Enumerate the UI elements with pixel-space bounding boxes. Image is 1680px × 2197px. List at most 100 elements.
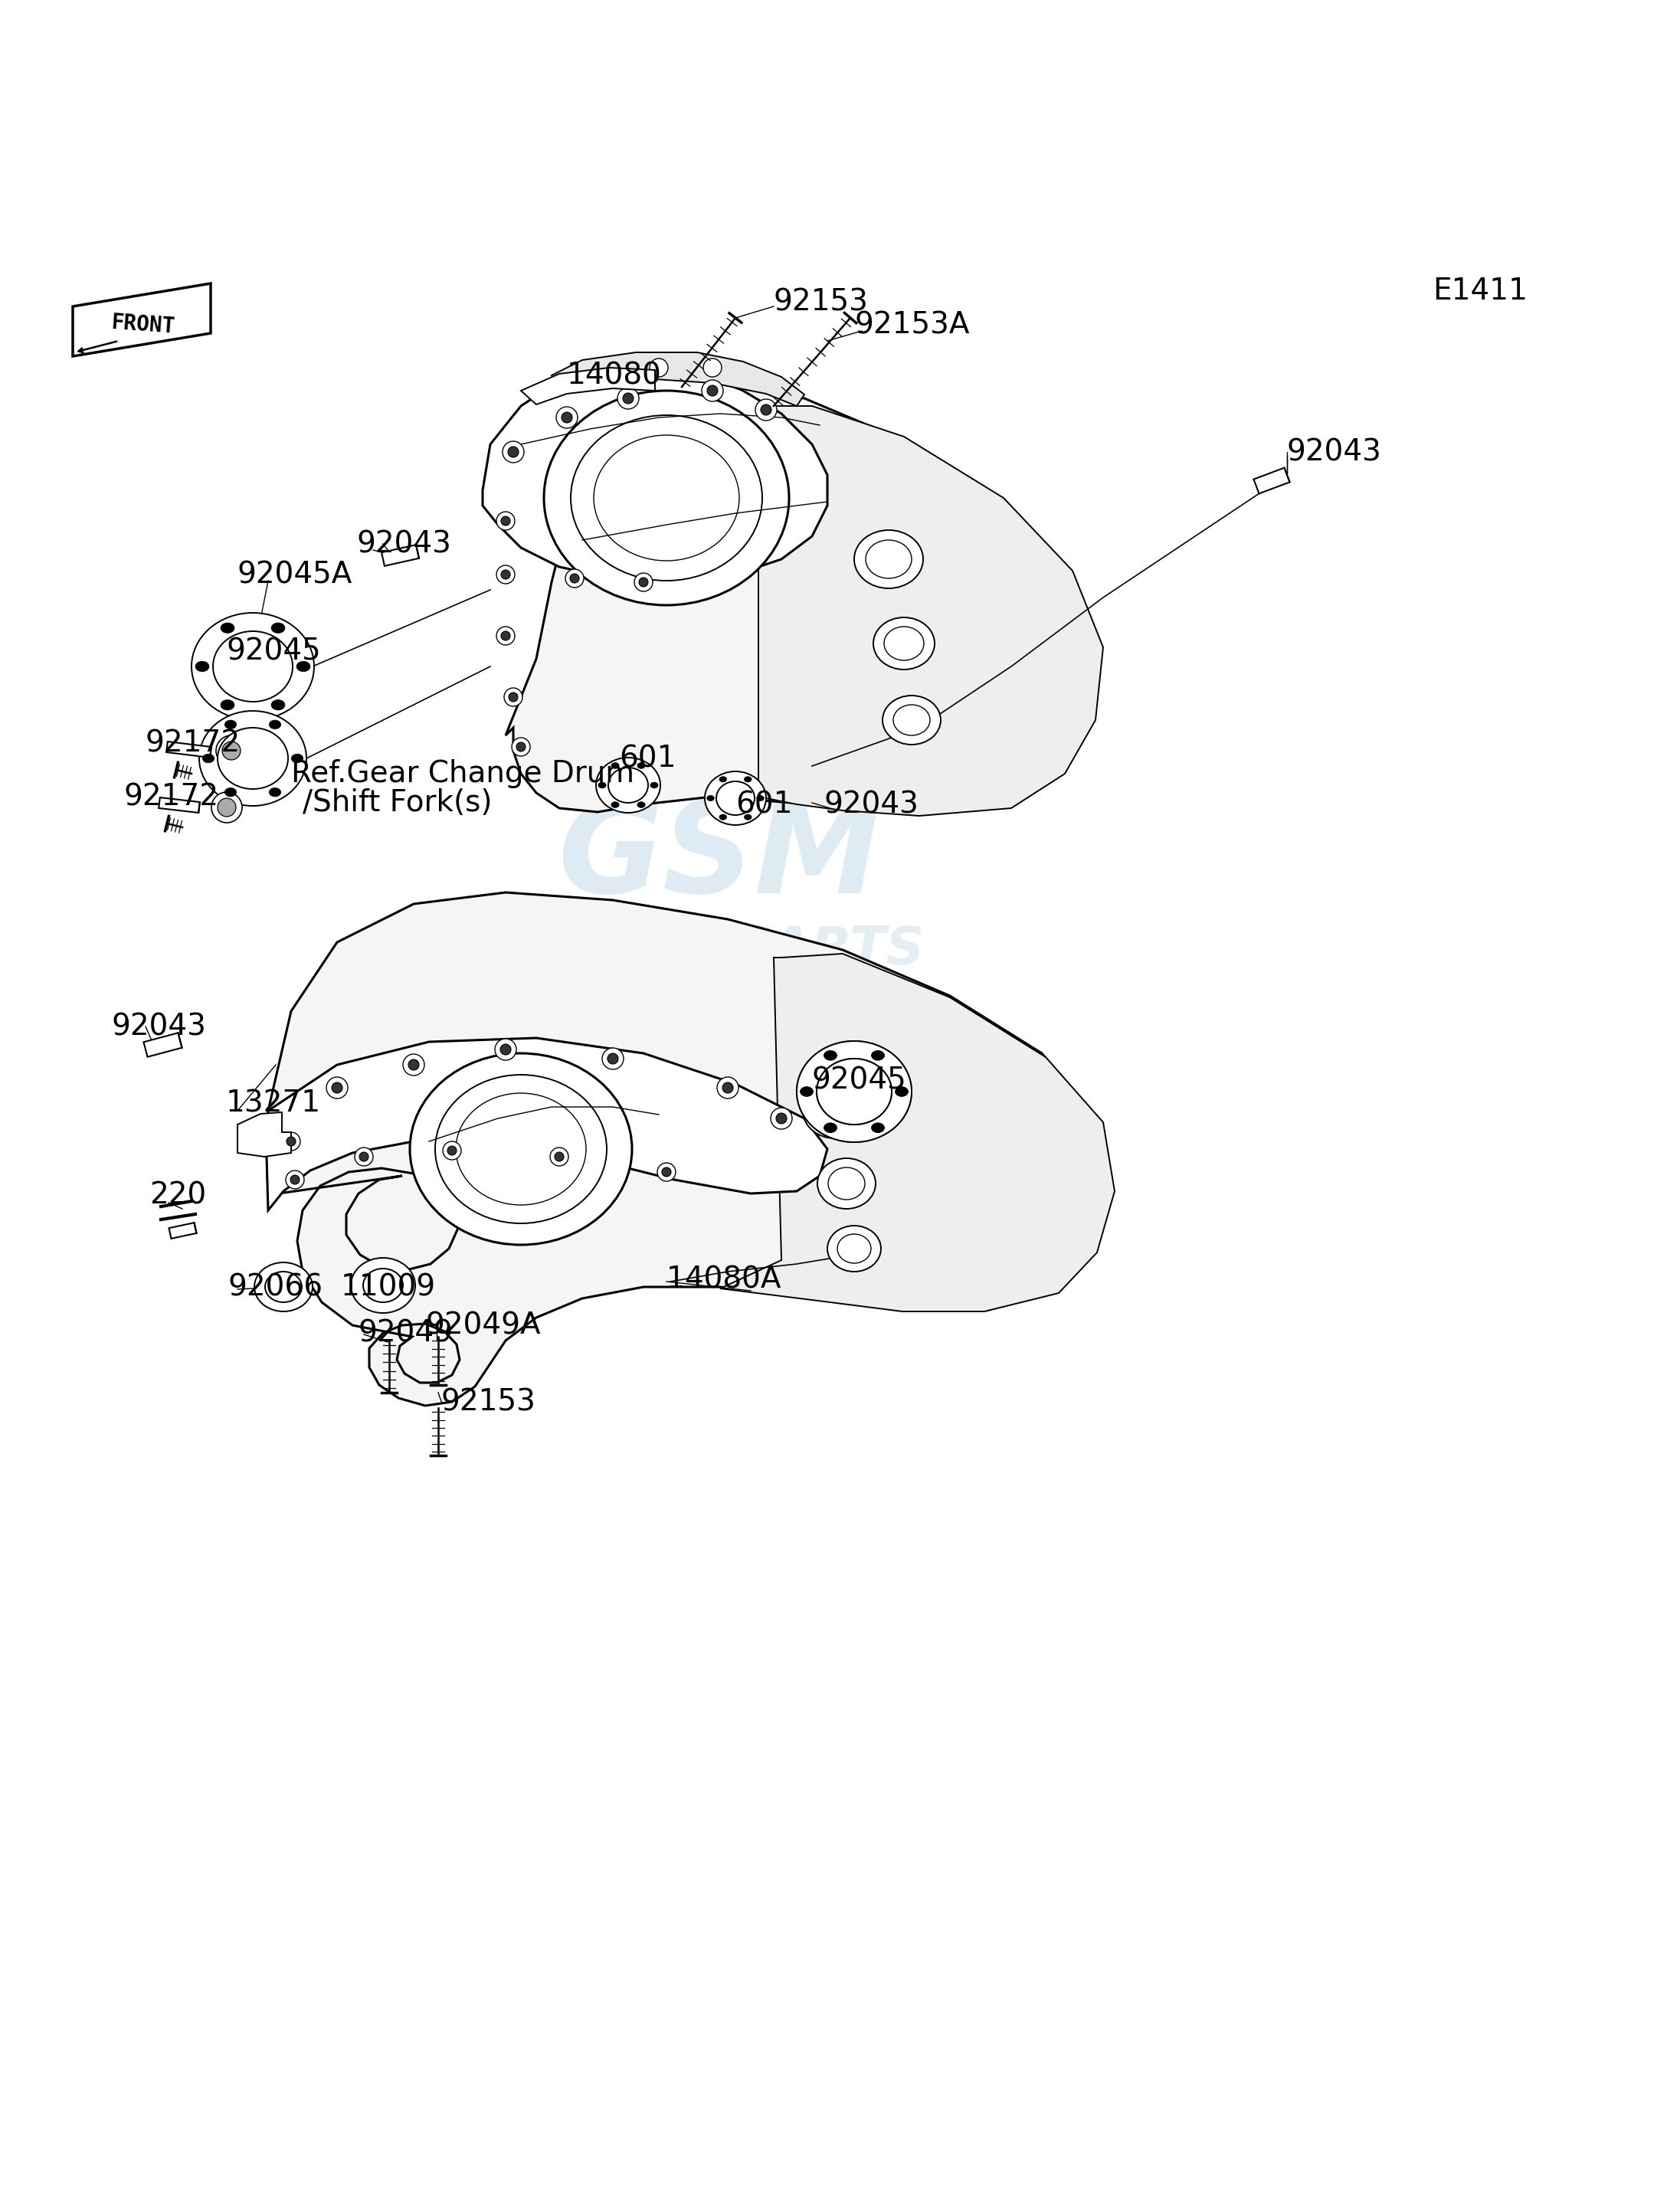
Text: MOTORPARTS: MOTORPARTS: [516, 925, 924, 975]
Polygon shape: [1253, 468, 1290, 494]
Polygon shape: [506, 382, 1095, 813]
Ellipse shape: [435, 1074, 606, 1224]
Circle shape: [501, 569, 511, 580]
Circle shape: [287, 1136, 296, 1147]
Text: E1411: E1411: [1433, 277, 1527, 305]
Polygon shape: [72, 283, 210, 356]
Ellipse shape: [744, 776, 751, 782]
Ellipse shape: [225, 721, 237, 729]
Ellipse shape: [818, 1158, 875, 1208]
Ellipse shape: [220, 622, 235, 633]
Ellipse shape: [872, 1050, 884, 1061]
Ellipse shape: [816, 1059, 892, 1125]
Circle shape: [618, 387, 638, 409]
Text: 14080: 14080: [566, 360, 662, 389]
Text: 92172: 92172: [124, 782, 218, 811]
Polygon shape: [158, 798, 200, 813]
Circle shape: [704, 358, 722, 378]
Text: 92043: 92043: [1287, 437, 1383, 466]
Circle shape: [331, 1083, 343, 1094]
Text: 11009: 11009: [341, 1272, 437, 1301]
Circle shape: [496, 626, 514, 646]
Text: 13271: 13271: [227, 1088, 321, 1118]
Circle shape: [570, 573, 580, 582]
Ellipse shape: [706, 771, 766, 826]
Text: 92049: 92049: [358, 1318, 452, 1347]
Text: FRONT: FRONT: [111, 312, 176, 338]
Polygon shape: [237, 1112, 291, 1156]
Circle shape: [212, 793, 242, 822]
Text: 92043: 92043: [111, 1013, 207, 1041]
Circle shape: [566, 569, 583, 587]
Ellipse shape: [598, 782, 606, 789]
Ellipse shape: [707, 795, 714, 802]
Circle shape: [326, 1077, 348, 1098]
Circle shape: [556, 406, 578, 428]
Ellipse shape: [351, 1259, 415, 1314]
Polygon shape: [267, 1037, 827, 1211]
Ellipse shape: [816, 1059, 892, 1125]
Ellipse shape: [796, 1041, 912, 1142]
Circle shape: [717, 1077, 739, 1098]
Circle shape: [509, 692, 517, 701]
Ellipse shape: [827, 1226, 880, 1272]
Ellipse shape: [612, 762, 618, 769]
Ellipse shape: [220, 701, 235, 710]
Polygon shape: [143, 1033, 181, 1057]
Ellipse shape: [800, 1088, 813, 1096]
Text: 92153A: 92153A: [853, 312, 969, 341]
Ellipse shape: [825, 1123, 837, 1131]
Circle shape: [286, 1171, 304, 1189]
Text: 601: 601: [736, 789, 793, 819]
Ellipse shape: [213, 631, 292, 701]
Circle shape: [354, 1147, 373, 1167]
Circle shape: [756, 400, 776, 420]
Circle shape: [761, 404, 771, 415]
Ellipse shape: [410, 1052, 632, 1246]
Ellipse shape: [203, 754, 215, 762]
Circle shape: [360, 1151, 368, 1162]
Circle shape: [501, 1044, 511, 1055]
Circle shape: [502, 442, 524, 464]
Ellipse shape: [265, 1272, 302, 1303]
Ellipse shape: [363, 1268, 403, 1303]
Ellipse shape: [200, 712, 306, 806]
Circle shape: [635, 573, 654, 591]
Text: 92066: 92066: [228, 1272, 323, 1301]
Circle shape: [496, 512, 514, 529]
Polygon shape: [166, 743, 212, 758]
Text: 92043: 92043: [823, 789, 919, 819]
Circle shape: [222, 743, 240, 760]
Polygon shape: [551, 352, 805, 406]
Text: 92045: 92045: [227, 637, 321, 666]
Ellipse shape: [796, 1041, 912, 1142]
Text: 92172: 92172: [146, 729, 240, 758]
Circle shape: [218, 798, 235, 817]
Ellipse shape: [571, 415, 763, 580]
Circle shape: [501, 631, 511, 639]
Ellipse shape: [895, 1088, 909, 1096]
Ellipse shape: [756, 795, 764, 802]
Circle shape: [291, 1175, 299, 1184]
Ellipse shape: [853, 529, 922, 589]
Circle shape: [501, 516, 511, 525]
Circle shape: [403, 1055, 425, 1077]
Text: Ref.Gear Change Drum: Ref.Gear Change Drum: [291, 760, 635, 789]
Circle shape: [408, 1059, 418, 1070]
Ellipse shape: [612, 802, 618, 808]
Text: 220: 220: [150, 1180, 207, 1211]
Circle shape: [771, 1107, 793, 1129]
Circle shape: [707, 384, 717, 395]
Ellipse shape: [608, 767, 648, 802]
Circle shape: [512, 738, 531, 756]
Circle shape: [601, 1048, 623, 1070]
Circle shape: [702, 380, 722, 402]
Circle shape: [722, 1083, 732, 1094]
Ellipse shape: [895, 1088, 909, 1096]
Ellipse shape: [803, 1083, 867, 1138]
Text: 92153: 92153: [440, 1386, 536, 1417]
Ellipse shape: [544, 391, 790, 604]
Text: 601: 601: [618, 745, 675, 773]
Ellipse shape: [270, 701, 286, 710]
Ellipse shape: [650, 782, 659, 789]
